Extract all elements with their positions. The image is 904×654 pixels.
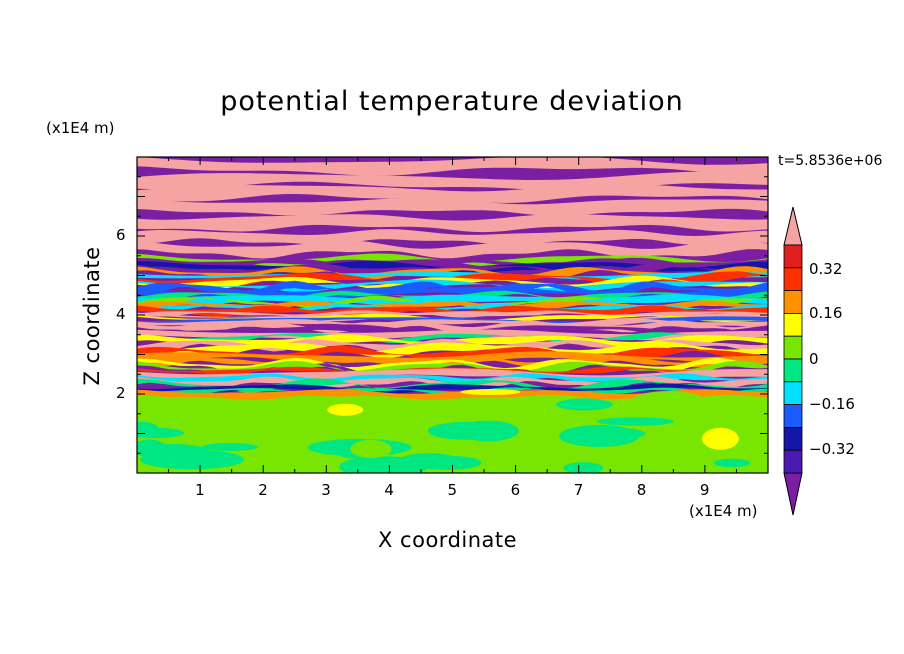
field-band — [137, 295, 768, 310]
colorbar-extend-bottom — [783, 472, 803, 516]
field-band — [137, 183, 768, 203]
colorbar-box — [783, 290, 803, 314]
field-band — [137, 324, 768, 338]
field-band — [137, 332, 768, 344]
field-band — [137, 294, 768, 305]
field-blob — [388, 421, 432, 427]
colorbar-label: −0.32 — [809, 440, 855, 458]
y-tick-label: 4 — [116, 305, 126, 323]
field-blob — [137, 444, 210, 460]
x-unit-label: (x1E4 m) — [689, 502, 758, 520]
field-band — [137, 240, 768, 259]
field-band — [137, 258, 768, 269]
x-tick-label: 6 — [510, 481, 521, 499]
colorbar-box — [783, 267, 803, 291]
x-tick-label: 2 — [258, 481, 268, 499]
y-tick-label: 6 — [116, 226, 126, 244]
colorbar-box — [783, 449, 803, 474]
x-tick-label: 3 — [321, 481, 331, 499]
field-blob — [556, 398, 613, 411]
colorbar-label: −0.16 — [809, 395, 855, 413]
field-band — [137, 360, 768, 376]
field-blob — [563, 462, 604, 473]
field-blob — [427, 421, 505, 440]
x-tick-label: 7 — [573, 481, 584, 499]
field-blob — [566, 427, 646, 441]
chart-title: potential temperature deviation — [220, 86, 684, 117]
colorbar-box — [783, 404, 803, 428]
field-blob — [412, 455, 482, 470]
x-tick-label: 5 — [447, 481, 458, 499]
time-label: t=5.8536e+06 — [778, 153, 883, 169]
x-tick-label: 4 — [384, 481, 394, 499]
x-tick-label: 9 — [699, 481, 710, 499]
colorbar-label: 0.16 — [809, 304, 843, 322]
field-blob — [460, 389, 521, 396]
colorbar-box — [783, 335, 803, 360]
field-band — [137, 351, 768, 365]
colorbar-extend-top — [783, 206, 803, 246]
field-band — [137, 389, 768, 400]
x-tick-label: 1 — [195, 481, 205, 499]
x-tick-label: 8 — [636, 481, 647, 499]
field-blob — [630, 391, 706, 414]
colorbar-box — [783, 358, 803, 383]
field-band — [137, 338, 768, 352]
x-axis-label: X coordinate — [378, 528, 518, 552]
z-unit-label: (x1E4 m) — [46, 119, 115, 137]
field-band — [137, 383, 768, 394]
colorbar-label: 0 — [809, 350, 819, 368]
field-band — [137, 157, 768, 176]
field-blob — [713, 458, 751, 468]
field-blob — [702, 427, 739, 450]
field-blob — [137, 421, 158, 434]
field-band — [137, 300, 768, 311]
colorbar-box — [783, 381, 803, 405]
field-band — [137, 266, 768, 280]
colorbar-label: 0.32 — [809, 260, 843, 278]
y-tick-label: 2 — [116, 384, 126, 402]
colorbar-box — [783, 312, 803, 337]
field-band — [137, 279, 768, 292]
plot-axes — [136, 156, 769, 474]
field-blob — [327, 403, 364, 416]
field-blob — [597, 417, 674, 426]
field-blob — [350, 439, 392, 459]
field-band — [137, 387, 768, 395]
field-band — [137, 341, 768, 358]
colorbar-box — [783, 426, 803, 451]
field-blob — [201, 443, 258, 451]
field-band — [137, 197, 768, 216]
field-band — [137, 305, 768, 318]
field-blob — [216, 454, 324, 466]
colorbar-box — [783, 244, 803, 269]
colorbar — [783, 206, 803, 516]
field-band — [137, 318, 768, 328]
field-band — [137, 320, 768, 334]
field-band — [137, 214, 768, 233]
field-band — [137, 229, 768, 246]
heatmap-field — [137, 157, 768, 473]
